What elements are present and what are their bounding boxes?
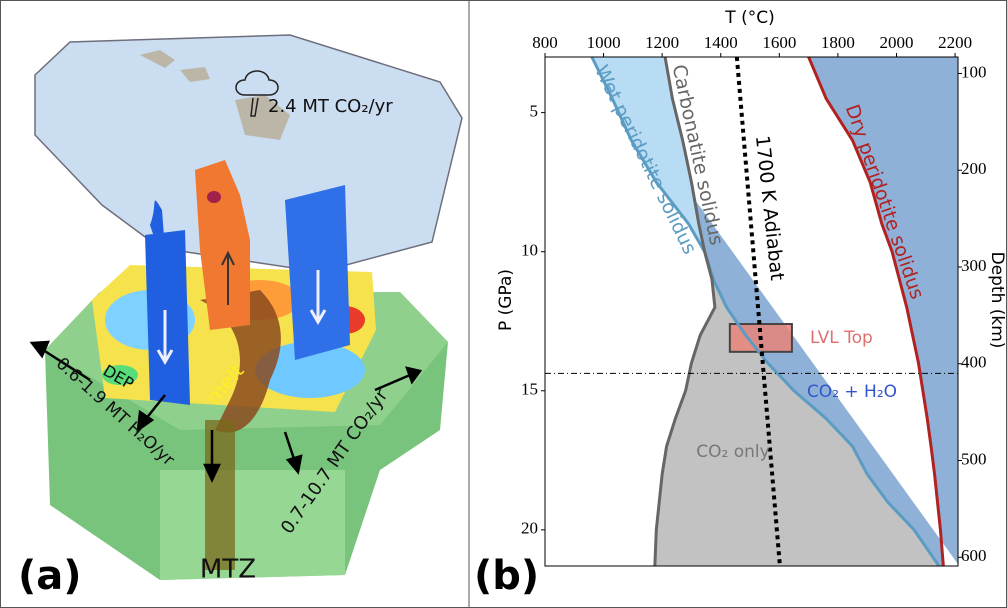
- annotation: 2.4 MT CO₂/yr: [268, 96, 393, 117]
- x-tick-label: 1600: [762, 33, 796, 52]
- region-label: CO₂ + H₂O: [807, 382, 897, 402]
- panel-label: (b): [474, 553, 539, 599]
- mtz-column: [205, 420, 235, 570]
- x-tick-label: 1000: [587, 33, 621, 52]
- x-tick-label: 1400: [704, 33, 738, 52]
- x-axis-label: T (°C): [724, 8, 774, 28]
- figure: 2.4 MT CO₂/yr DEP melt 0.6-1.9 MT H₂O/yr…: [0, 0, 1007, 608]
- annotation: MTZ: [200, 555, 256, 585]
- y-tick-label: 5: [530, 102, 539, 121]
- y2-tick-label: 600: [961, 546, 987, 565]
- region-label: CO₂ only: [696, 442, 769, 462]
- y2-tick-label: 300: [961, 256, 987, 275]
- y-tick-label: 10: [521, 241, 538, 260]
- y2-tick-label: 400: [961, 353, 987, 372]
- x-tick-label: 1800: [821, 33, 855, 52]
- y-tick-label: 15: [521, 380, 538, 399]
- x-tick-label: 800: [532, 33, 558, 52]
- panel-label: (a): [18, 553, 82, 599]
- plume-core: [207, 191, 221, 203]
- y2-tick-label: 500: [961, 449, 987, 468]
- y2-tick-label: 100: [961, 62, 987, 81]
- y-tick-label: 20: [521, 519, 538, 538]
- y-axis-label: P (GPa): [496, 269, 516, 331]
- x-tick-label: 1200: [645, 33, 679, 52]
- y2-axis-label: Depth (km): [987, 252, 1007, 349]
- y2-tick-label: 200: [961, 159, 987, 178]
- x-tick-label: 2200: [938, 33, 972, 52]
- box-label: LVL Top: [810, 328, 873, 348]
- x-tick-label: 2000: [879, 33, 913, 52]
